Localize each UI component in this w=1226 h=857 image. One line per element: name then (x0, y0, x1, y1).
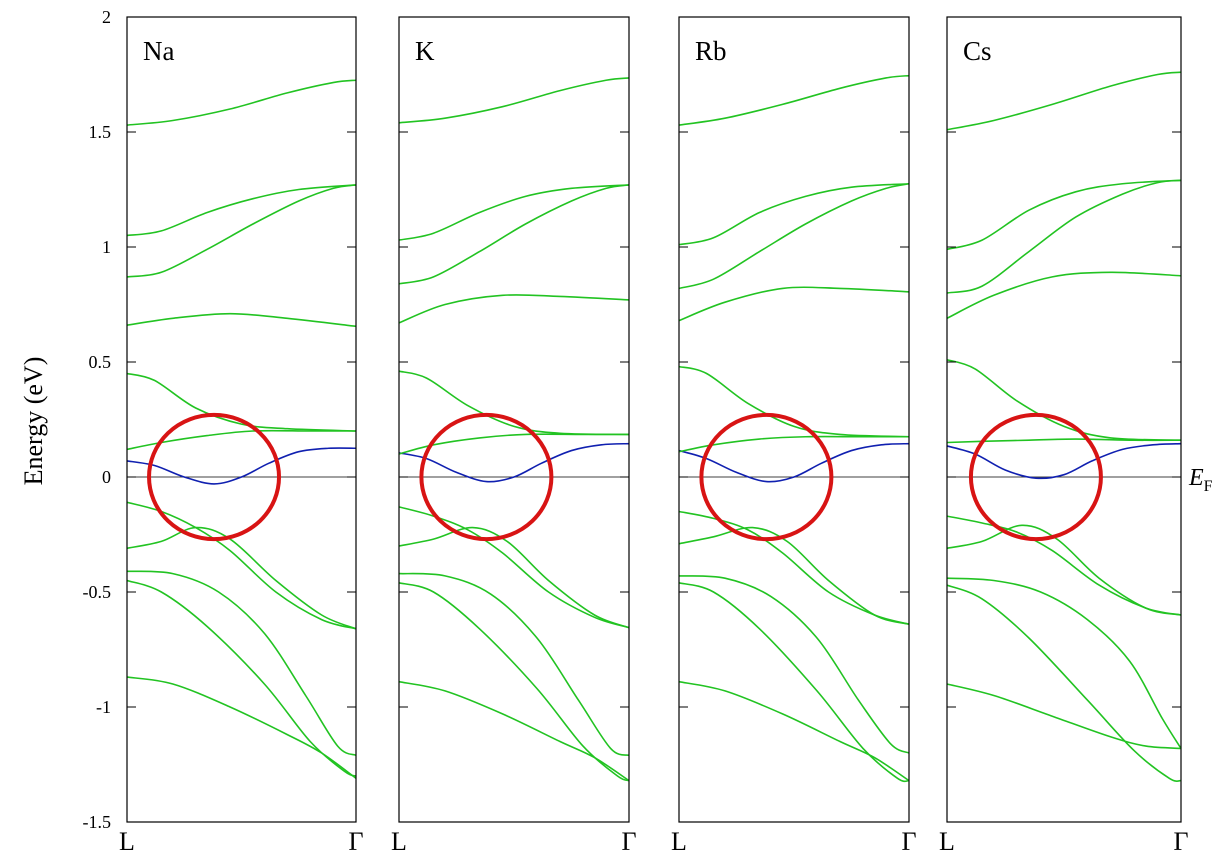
band-line (398, 572, 630, 757)
highlight-circle (419, 412, 554, 542)
band-line (946, 584, 1182, 782)
x-label-gamma: Γ (901, 827, 916, 856)
highlight-circle (968, 412, 1103, 542)
band-line-crossing (398, 442, 630, 483)
band-line (398, 294, 630, 324)
panel-label: Rb (695, 36, 727, 66)
y-axis-label: Energy (eV) (19, 357, 48, 486)
band-line (678, 575, 910, 754)
band-line (678, 182, 910, 246)
highlight-circle (147, 412, 282, 542)
y-tick-label: 2 (102, 7, 111, 27)
band-line (678, 182, 910, 290)
panel-na: Na L Γ (119, 16, 364, 856)
x-label-l: L (119, 827, 135, 856)
y-tick-label: -1 (96, 697, 111, 717)
band-line (946, 358, 1182, 441)
band-line (126, 184, 357, 278)
band-line (946, 524, 1182, 616)
x-label-gamma: Γ (621, 827, 636, 856)
band-line (946, 179, 1182, 251)
band-line (126, 579, 357, 777)
band-line (678, 510, 910, 625)
panel-frame (946, 16, 1182, 823)
band-line (398, 184, 630, 241)
panel-label: Na (143, 36, 174, 66)
band-line (678, 286, 910, 322)
band-line-crossing (678, 442, 910, 483)
band-line (398, 582, 630, 782)
x-label-l: L (939, 827, 955, 856)
band-line (398, 77, 630, 124)
panel-frame (126, 16, 357, 823)
band-line (678, 582, 910, 783)
fermi-label-main: E (1188, 465, 1204, 491)
fermi-label-sub: F (1204, 478, 1213, 495)
band-line (678, 74, 910, 126)
x-label-gamma: Γ (348, 827, 363, 856)
band-line (126, 570, 357, 757)
band-line (398, 506, 630, 629)
band-line (126, 372, 357, 432)
panel-frame (678, 16, 910, 823)
band-line (678, 680, 910, 782)
x-label-gamma: Γ (1173, 827, 1188, 856)
band-line (126, 184, 357, 237)
band-line (126, 676, 357, 779)
y-tick-label: 0.5 (89, 352, 112, 372)
panel-label: K (415, 36, 435, 66)
band-line (946, 179, 1182, 294)
band-line (678, 365, 910, 438)
highlight-circle (699, 412, 834, 542)
panel-label: Cs (963, 36, 992, 66)
y-tick-label: 0 (102, 467, 111, 487)
band-line (126, 79, 357, 126)
y-tick-label: 1.5 (89, 122, 112, 142)
panel-frame (398, 16, 630, 823)
y-tick-labels: -1.5 -1 -0.5 0 0.5 1 1.5 2 (83, 7, 112, 832)
band-line (946, 577, 1182, 749)
band-line (126, 312, 357, 328)
x-label-l: L (671, 827, 687, 856)
y-tick-label: -1.5 (83, 812, 112, 832)
band-line-crossing (126, 447, 357, 485)
x-label-l: L (391, 827, 407, 856)
panel-cs: Cs L Γ (939, 16, 1189, 856)
band-line (398, 680, 630, 782)
band-line (398, 184, 630, 285)
band-line (946, 515, 1182, 616)
band-line (398, 370, 630, 436)
fermi-level-label: EF (1188, 465, 1213, 495)
y-tick-label: 1 (102, 237, 111, 257)
panel-rb: Rb L Γ (671, 16, 917, 856)
band-line (946, 71, 1182, 131)
y-tick-label: -0.5 (83, 582, 112, 602)
band-line-crossing (946, 442, 1182, 480)
panel-k: K L Γ (391, 16, 637, 856)
band-line (398, 526, 630, 629)
band-line (946, 271, 1182, 320)
band-line (946, 683, 1182, 750)
band-line (126, 526, 357, 630)
